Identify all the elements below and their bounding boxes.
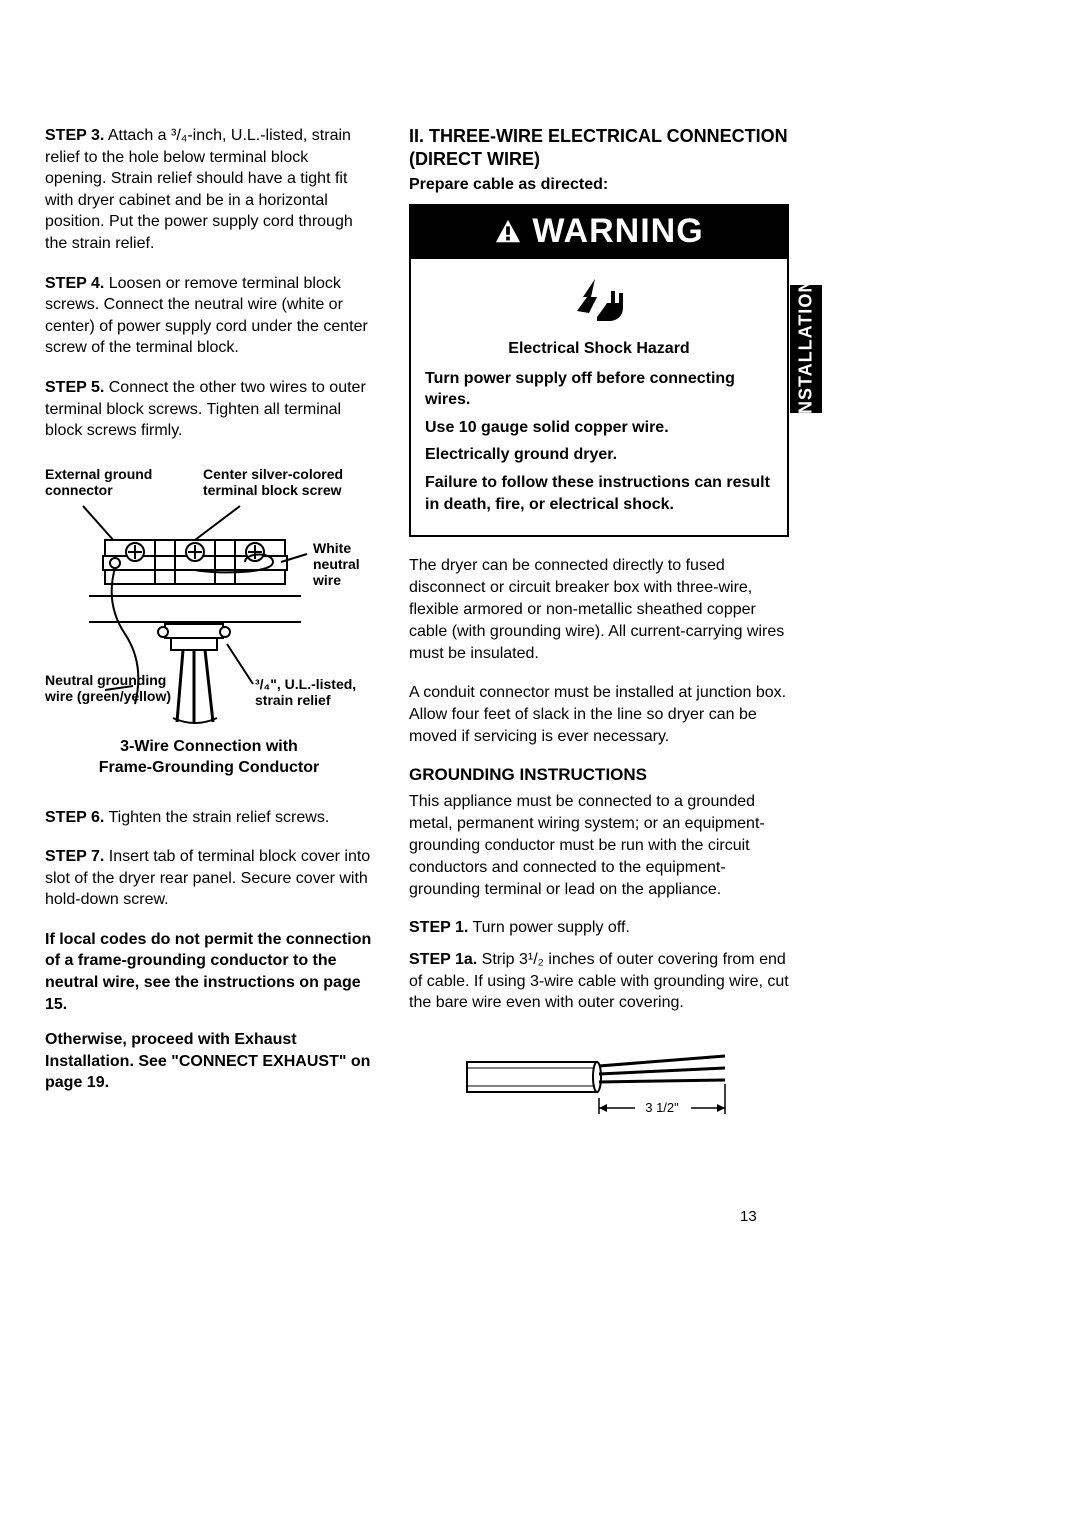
step-6-text: Tighten the strain relief screws. [108, 809, 329, 826]
diagram-caption-2: Frame-Grounding Conductor [99, 759, 319, 776]
warning-box: WARNING Electrical Shock Hazard Turn pow… [409, 204, 789, 537]
shock-hand-icon [567, 267, 631, 323]
warning-line-4: Failure to follow these instructions can… [425, 472, 773, 515]
step-7-label: STEP 7. [45, 848, 104, 865]
step-3: STEP 3. Attach a ³/₄-inch, U.L.-listed, … [45, 125, 373, 255]
step-1-label: STEP 1. [409, 919, 468, 936]
grounding-text: This appliance must be connected to a gr… [409, 791, 789, 901]
step-4: STEP 4. Loosen or remove terminal block … [45, 273, 373, 359]
direct-wire-para-1: The dryer can be connected directly to f… [409, 555, 789, 665]
local-codes-note: If local codes do not permit the connect… [45, 929, 373, 1015]
warning-line-3: Electrically ground dryer. [425, 444, 773, 466]
step-1-text: Turn power supply off. [472, 919, 629, 936]
section-heading: II. THREE-WIRE ELECTRICAL CONNECTION (DI… [409, 125, 789, 170]
wiring-diagram: External ground connector Center silver-… [45, 466, 373, 779]
warning-line-1: Turn power supply off before connecting … [425, 368, 773, 411]
cable-strip-diagram: 3 1/2" [459, 1042, 739, 1137]
step-1a: STEP 1a. Strip 3¹/₂ inches of outer cove… [409, 949, 789, 1014]
warning-line-2: Use 10 gauge solid copper wire. [425, 417, 773, 439]
step-1a-label: STEP 1a. [409, 951, 477, 968]
grounding-heading: GROUNDING INSTRUCTIONS [409, 764, 789, 785]
step-6: STEP 6. Tighten the strain relief screws… [45, 807, 373, 829]
warning-triangle-icon [494, 218, 522, 246]
diagram-label-ext-ground: External ground connector [45, 466, 165, 498]
diagram-label-neutral-ground: Neutral grounding wire (green/yellow) [45, 672, 173, 704]
warning-body: Electrical Shock Hazard Turn power suppl… [411, 332, 787, 535]
step-4-label: STEP 4. [45, 275, 104, 292]
installation-side-tab: INSTALLATION [790, 285, 822, 413]
left-column: STEP 3. Attach a ³/₄-inch, U.L.-listed, … [45, 125, 373, 1137]
warning-hazard-title: Electrical Shock Hazard [425, 338, 773, 360]
diagram-label-center-screw: Center silver-colored terminal block scr… [203, 466, 373, 498]
proceed-exhaust-note: Otherwise, proceed with Exhaust Installa… [45, 1029, 373, 1094]
step-5-label: STEP 5. [45, 379, 104, 396]
diagram-caption: 3-Wire Connection with Frame-Grounding C… [45, 737, 373, 779]
right-column: II. THREE-WIRE ELECTRICAL CONNECTION (DI… [409, 125, 789, 1137]
step-3-label: STEP 3. [45, 127, 104, 144]
diagram-caption-1: 3-Wire Connection with [120, 738, 298, 755]
warning-header-text: WARNING [532, 212, 703, 251]
page-number: 13 [740, 1208, 757, 1225]
warning-header: WARNING [411, 206, 787, 259]
step-1: STEP 1. Turn power supply off. [409, 917, 789, 939]
step-3-text: Attach a ³/₄-inch, U.L.-listed, strain r… [45, 127, 353, 252]
step-6-label: STEP 6. [45, 809, 104, 826]
step-7: STEP 7. Insert tab of terminal block cov… [45, 846, 373, 911]
prepare-cable-text: Prepare cable as directed: [409, 176, 789, 194]
diagram-label-white-neutral: White neutral wire [313, 540, 373, 588]
diagram-label-strain-relief: ³/₄", U.L.-listed, strain relief [255, 676, 373, 708]
shock-icon-row [411, 259, 787, 332]
direct-wire-para-2: A conduit connector must be installed at… [409, 682, 789, 748]
step-5: STEP 5. Connect the other two wires to o… [45, 377, 373, 442]
strip-dimension-label: 3 1/2" [645, 1100, 679, 1115]
